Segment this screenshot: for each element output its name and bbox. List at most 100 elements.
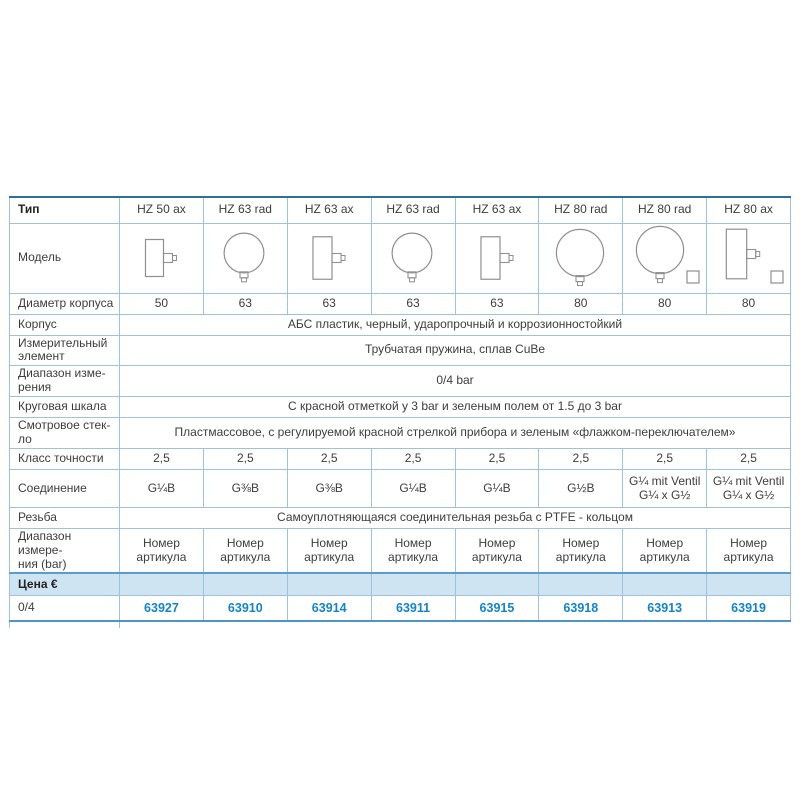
row-label-model: Модель: [9, 222, 120, 294]
gauge-radial-valve-icon: [624, 224, 706, 292]
connection-cell: G½B: [538, 469, 624, 509]
type-cell: HZ 80 ax: [706, 196, 791, 224]
model-icon-cell: [119, 222, 204, 294]
gauge-radial-icon: [372, 224, 454, 292]
model-icon-cell: [706, 222, 791, 294]
row-label-article-header: Диапазон измере- ния (bar): [9, 528, 120, 574]
price-cell: [622, 572, 708, 596]
article-label-cell: Номер артикула: [202, 528, 288, 574]
row-label-element: Измерительный элемент: [9, 334, 120, 367]
article-label-cell: Номер артикула: [119, 528, 204, 574]
table-row-article-header: Диапазон измере- ния (bar) Номер артикул…: [9, 528, 791, 574]
table-row-body: Корпус АБС пластик, черный, ударопрочный…: [9, 313, 791, 336]
spec-value-cell: Пластмассовое, с регулируемой красной ст…: [119, 417, 791, 450]
model-icon-cell: [454, 222, 540, 294]
article-label-cell: Номер артикула: [622, 528, 708, 574]
connection-cell: G¼B: [370, 469, 456, 509]
table-row-connection: Соединение G¼B G⅜B G⅜B G¼B G¼B G½B G¼ mi…: [9, 469, 791, 509]
price-cell: [286, 572, 372, 596]
accuracy-cell: 2,5: [370, 448, 456, 471]
table-row-diameter: Диаметр корпуса 50 63 63 63 63 80 80 80: [9, 292, 791, 315]
article-label-cell: Номер артикула: [706, 528, 791, 574]
table-row-element: Измерительный элемент Трубчатая пружина,…: [9, 334, 791, 367]
type-cell: HZ 80 rad: [622, 196, 708, 224]
row-label-connection: Соединение: [9, 469, 120, 509]
row-label-type: Тип: [9, 196, 120, 224]
next-row-cutoff: [9, 622, 791, 629]
spec-value-cell: Трубчатая пружина, сплав CuBe: [119, 334, 791, 367]
article-label-cell: Номер артикула: [370, 528, 456, 574]
connection-cell: G¼B: [454, 469, 540, 509]
type-cell: HZ 50 ax: [119, 196, 204, 224]
table-row-order: 0/4 63927 63910 63914 63911 63915 63918 …: [9, 594, 791, 623]
gauge-radial-icon: [540, 224, 622, 292]
table-row-range: Диапазон изме- рения 0/4 bar: [9, 365, 791, 398]
diameter-cell: 63: [286, 292, 372, 315]
column-divider-line: [119, 622, 120, 629]
article-number-cell: 63918: [538, 594, 624, 623]
spec-value-cell: Самоуплотняющаяся соединительная резьба …: [119, 507, 791, 530]
article-number-cell: 63910: [202, 594, 288, 623]
spec-value-cell: 0/4 bar: [119, 365, 791, 398]
table-row-type: Тип HZ 50 ax HZ 63 rad HZ 63 ax HZ 63 ra…: [9, 196, 791, 224]
price-cell: [202, 572, 288, 596]
row-label-thread: Резьба: [9, 507, 120, 530]
table-row-dial: Круговая шкала С красной отметкой у 3 ba…: [9, 396, 791, 419]
price-cell: [538, 572, 624, 596]
article-number-cell: 63915: [454, 594, 540, 623]
type-cell: HZ 63 rad: [202, 196, 288, 224]
connection-cell: G⅜B: [286, 469, 372, 509]
connection-cell: G¼B: [119, 469, 204, 509]
product-spec-table-wrap: Тип HZ 50 ax HZ 63 rad HZ 63 ax HZ 63 ra…: [9, 196, 791, 629]
row-label-price: Цена €: [9, 572, 120, 596]
accuracy-cell: 2,5: [622, 448, 708, 471]
spec-value-cell: С красной отметкой у 3 bar и зеленым пол…: [119, 396, 791, 419]
row-label-body: Корпус: [9, 313, 120, 336]
gauge-radial-icon: [204, 224, 286, 292]
model-icon-cell: [622, 222, 708, 294]
diameter-cell: 63: [202, 292, 288, 315]
article-number-cell: 63927: [119, 594, 204, 623]
model-icon-cell: [286, 222, 372, 294]
article-label-cell: Номер артикула: [538, 528, 624, 574]
row-label-diameter: Диаметр корпуса: [9, 292, 120, 315]
price-cell: [370, 572, 456, 596]
article-label-cell: Номер артикула: [286, 528, 372, 574]
row-label-accuracy: Класс точности: [9, 448, 120, 471]
table-edge-line: [9, 622, 10, 629]
price-cell: [454, 572, 540, 596]
row-label-range: Диапазон изме- рения: [9, 365, 120, 398]
accuracy-cell: 2,5: [202, 448, 288, 471]
gauge-axial-icon: [120, 224, 202, 292]
price-cell: [119, 572, 204, 596]
article-number-cell: 63914: [286, 594, 372, 623]
type-cell: HZ 63 rad: [370, 196, 456, 224]
diameter-cell: 80: [538, 292, 624, 315]
connection-cell: G⅜B: [202, 469, 288, 509]
product-spec-table: Тип HZ 50 ax HZ 63 rad HZ 63 ax HZ 63 ra…: [9, 196, 791, 623]
gauge-axial-icon: [456, 224, 538, 292]
model-icon-cell: [202, 222, 288, 294]
price-cell: [706, 572, 791, 596]
connection-cell: G¼ mit Ventil G¼ x G½: [706, 469, 791, 509]
diameter-cell: 63: [454, 292, 540, 315]
article-number-cell: 63919: [706, 594, 791, 623]
spec-value-cell: АБС пластик, черный, ударопрочный и корр…: [119, 313, 791, 336]
gauge-axial-valve-icon: [708, 224, 790, 292]
accuracy-cell: 2,5: [538, 448, 624, 471]
row-label-window: Смотровое стек- ло: [9, 417, 120, 450]
connection-cell: G¼ mit Ventil G¼ x G½: [622, 469, 708, 509]
accuracy-cell: 2,5: [286, 448, 372, 471]
model-icon-cell: [370, 222, 456, 294]
diameter-cell: 80: [706, 292, 791, 315]
diameter-cell: 50: [119, 292, 204, 315]
table-row-window: Смотровое стек- ло Пластмассовое, с регу…: [9, 417, 791, 450]
type-cell: HZ 80 rad: [538, 196, 624, 224]
accuracy-cell: 2,5: [706, 448, 791, 471]
accuracy-cell: 2,5: [119, 448, 204, 471]
row-label-dial: Круговая шкала: [9, 396, 120, 419]
article-label-cell: Номер артикула: [454, 528, 540, 574]
table-row-accuracy: Класс точности 2,5 2,5 2,5 2,5 2,5 2,5 2…: [9, 448, 791, 471]
table-row-thread: Резьба Самоуплотняющаяся соединительная …: [9, 507, 791, 530]
